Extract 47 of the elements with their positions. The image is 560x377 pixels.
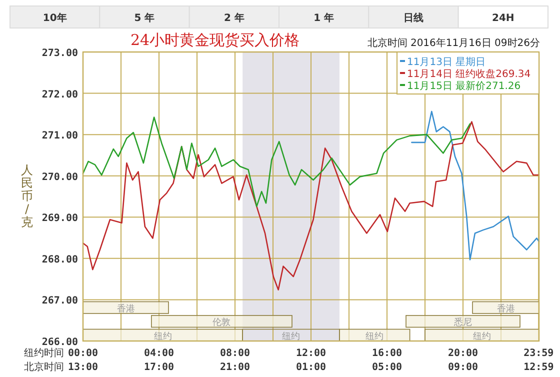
x2-tick-label: 05:00 xyxy=(372,362,402,373)
legend-label: 11月13日 星期日 xyxy=(407,56,486,68)
text: 日线 xyxy=(404,12,424,24)
chart-subtitle: 北京时间 2016年11月16日 09时26分 xyxy=(367,37,540,49)
band-label: 纽约 xyxy=(282,331,300,342)
y-tick-label: 266.00 xyxy=(42,337,78,348)
y-tick-label: 272.00 xyxy=(42,89,78,100)
y-tick-label: 268.00 xyxy=(42,254,78,266)
x-tick-label: 12:00 xyxy=(296,348,326,359)
band-label: 悉尼 xyxy=(453,317,472,328)
x2-tick-label: 09:00 xyxy=(448,362,478,373)
y-tick-label: 267.00 xyxy=(42,296,78,307)
line-series xyxy=(411,110,540,260)
band-label: 香港 xyxy=(496,303,515,314)
band-label: 纽约 xyxy=(366,331,384,342)
x-tick-label: 00:00 xyxy=(68,348,98,359)
chart-title: 24小时黄金现货买入价格 xyxy=(130,31,300,49)
legend-label: 11月15日 最新价271.26 xyxy=(407,80,521,92)
y-tick-label: 273.00 xyxy=(42,48,78,59)
text: 10年 xyxy=(42,12,67,24)
x-tick-label: 04:00 xyxy=(144,348,174,359)
band-label: 香港 xyxy=(116,303,135,314)
text: 5 年 xyxy=(134,12,155,24)
text: 24H xyxy=(492,13,514,24)
x-axis-title: 纽约时间 xyxy=(24,347,64,359)
x2-tick-label: 21:00 xyxy=(220,362,250,373)
x-tick-label: 20:00 xyxy=(448,348,478,359)
y-axis-title: 人民币/克 xyxy=(21,163,33,229)
y-tick-label: 270.00 xyxy=(42,172,78,183)
x2-tick-label: 12:59 xyxy=(524,362,554,373)
x-tick-label: 16:00 xyxy=(372,348,402,359)
x-tick-label: 08:00 xyxy=(220,348,250,359)
legend-label: 11月14日 纽约收盘269.34 xyxy=(407,68,531,80)
text: 2 年 xyxy=(224,12,244,24)
x2-tick-label: 13:00 xyxy=(68,362,98,373)
band-label: 纽约 xyxy=(473,331,491,342)
band-label: 伦敦 xyxy=(212,317,231,328)
x2-axis-title: 北京时间 xyxy=(24,361,64,373)
x2-tick-label: 17:00 xyxy=(144,362,174,373)
x-tick-label: 23:59 xyxy=(524,348,554,359)
x2-tick-label: 01:00 xyxy=(296,362,326,373)
line-series xyxy=(82,121,540,290)
y-tick-label: 271.00 xyxy=(42,130,78,142)
band-label: 纽约 xyxy=(154,331,172,342)
line-series xyxy=(82,116,471,208)
y-tick-label: 269.00 xyxy=(42,213,78,224)
text: 1 年 xyxy=(314,12,334,24)
